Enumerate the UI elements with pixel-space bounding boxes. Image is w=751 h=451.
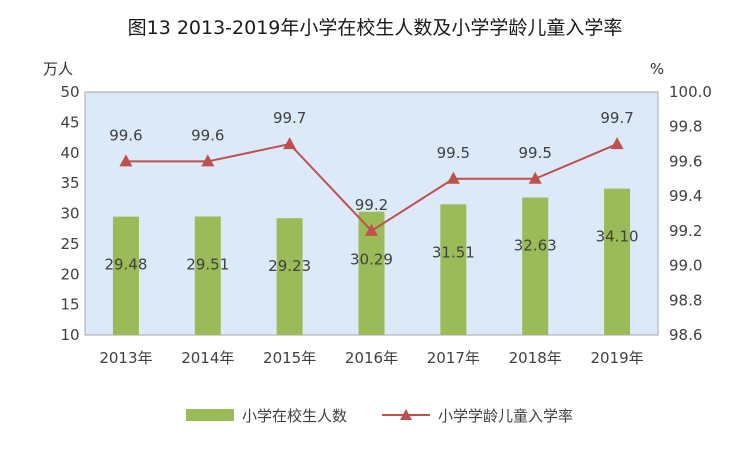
line-data-label: 99.6 [191,126,224,144]
bar-data-label: 29.23 [268,257,311,275]
bar-data-label: 29.51 [186,255,229,273]
line-data-label: 99.5 [437,144,470,162]
right-axis-ticks: 100.0 99.8 99.6 99.4 99.2 99.0 98.8 98.6 [669,83,712,344]
x-tick-label: 2014年 [181,349,234,367]
x-tick-label: 2015年 [263,349,316,367]
right-tick-label: 100.0 [669,83,712,101]
legend-line-label: 小学学龄儿童入学率 [438,407,573,425]
legend-bar-label: 小学在校生人数 [242,407,347,425]
line-data-label: 99.5 [519,144,552,162]
bar-series: 29.48 29.51 29.23 30.29 31.51 32.63 34.10 [104,188,639,335]
line-data-label: 99.7 [600,109,633,127]
right-tick-label: 99.6 [669,152,702,170]
right-tick-label: 98.6 [669,326,702,344]
left-tick-label: 35 [60,174,79,192]
left-tick-label: 30 [60,205,79,223]
right-tick-label: 99.4 [669,187,702,205]
line-point-marker [119,154,133,167]
line-data-label: 99.6 [109,126,142,144]
bar [276,218,303,335]
left-tick-label: 45 [60,113,79,131]
left-tick-label: 25 [60,235,79,253]
left-tick-label: 50 [60,83,79,101]
chart-title: 图13 2013-2019年小学在校生人数及小学学龄儿童入学率 [128,17,623,39]
right-tick-label: 99.0 [669,257,702,275]
bar [522,197,549,335]
right-tick-label: 98.8 [669,291,702,309]
line-point-marker [528,171,542,184]
right-tick-label: 99.8 [669,118,702,136]
left-tick-label: 20 [60,265,79,283]
line-point-marker [201,154,215,167]
line-point-marker [283,137,297,150]
bar-data-label: 30.29 [350,251,393,269]
bar [112,216,139,335]
x-tick-label: 2013年 [99,349,152,367]
bar-data-label: 34.10 [596,228,639,246]
line-series: 99.6 99.6 99.7 99.2 99.5 99.5 99.7 [109,109,634,236]
x-tick-label: 2016年 [345,349,398,367]
legend: 小学在校生人数 小学学龄儿童入学率 [186,407,573,425]
legend-line-marker [400,409,412,420]
left-tick-label: 40 [60,144,79,162]
left-axis-unit: 万人 [43,60,73,78]
left-axis-ticks: 50 45 40 35 30 25 20 15 10 [60,83,79,344]
bar-data-label: 29.48 [104,256,147,274]
x-tick-label: 2019年 [590,349,643,367]
right-axis-unit: % [650,60,664,78]
x-axis-ticks: 2013年 2014年 2015年 2016年 2017年 2018年 2019年 [99,349,643,367]
legend-bar-swatch [186,409,234,421]
bar [194,216,221,335]
x-tick-label: 2017年 [427,349,480,367]
x-tick-label: 2018年 [509,349,562,367]
bar-data-label: 31.51 [432,243,475,261]
line-data-label: 99.2 [355,196,388,214]
line-data-label: 99.7 [273,109,306,127]
left-tick-label: 15 [60,296,79,314]
line-point-marker [365,223,378,236]
line-point-marker [610,137,624,150]
bar [604,188,631,335]
left-tick-label: 10 [60,326,79,344]
line-point-marker [446,171,460,184]
bar [440,204,467,335]
bar-data-label: 32.63 [514,237,557,255]
right-tick-label: 99.2 [669,222,702,240]
